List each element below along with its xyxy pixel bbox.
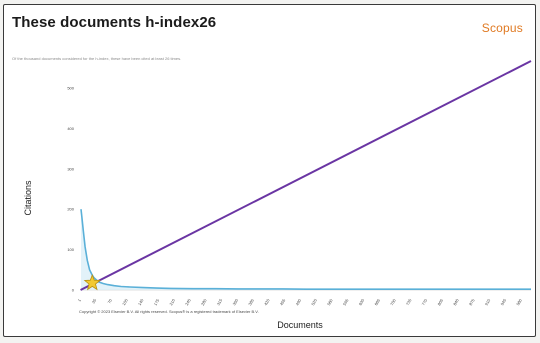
x-tick-label: 735: [405, 297, 413, 306]
x-tick-label: 805: [436, 297, 444, 306]
x-tick-label: 385: [247, 297, 255, 306]
x-tick-label: 945: [499, 297, 507, 306]
x-tick-label: 1: [76, 297, 82, 302]
citations-series-line: [80, 209, 531, 290]
x-tick-label: 630: [358, 297, 366, 306]
x-tick-label: 280: [200, 297, 208, 306]
x-tick-label: 210: [168, 297, 176, 306]
y-tick-label: 300: [67, 166, 74, 171]
page-title: These documents h-index26: [12, 14, 217, 31]
x-tick-label: 140: [137, 297, 145, 306]
x-tick-label: 175: [153, 297, 161, 306]
x-tick-label: 420: [263, 297, 271, 306]
x-tick-label: 910: [484, 297, 492, 306]
x-axis-label: Documents: [277, 320, 323, 330]
x-tick-label: 350: [231, 297, 239, 306]
h-index-star-marker: [83, 273, 101, 291]
x-tick-label: 980: [515, 297, 523, 306]
x-tick-label: 770: [421, 297, 429, 306]
x-tick-label: 560: [326, 297, 334, 306]
x-tick-label: 525: [310, 297, 318, 306]
x-tick-label: 455: [279, 297, 287, 306]
chart-subtitle: Of the thousand documents considered for…: [12, 56, 182, 61]
citations-area: [81, 209, 531, 290]
y-tick-label: 500: [67, 85, 74, 90]
y-tick-label: 100: [67, 247, 74, 252]
x-tick-label: 35: [91, 297, 98, 304]
h-index-chart: 0 100 200 300 400 500 1 35 70 105 140 175 210 245 280 3…: [23, 60, 532, 330]
x-tick-label: 840: [452, 297, 460, 306]
x-tick-label: 105: [121, 297, 129, 306]
x-tick-label: 875: [468, 297, 476, 306]
x-tick-label: 245: [184, 297, 192, 306]
x-tick-label: 315: [216, 297, 224, 306]
y-tick-label: 0: [72, 288, 75, 293]
report-panel: These documents h-index26 Scopus Of the …: [3, 4, 536, 337]
x-tick-label: 595: [342, 297, 350, 306]
brand-logo[interactable]: Scopus: [481, 21, 523, 35]
copyright-footer: Copyright © 2023 Elsevier B.V. All right…: [79, 309, 259, 314]
x-tick-label: 490: [294, 297, 302, 306]
y-tick-label: 400: [67, 126, 74, 131]
y-tick-label: 200: [67, 207, 74, 212]
h-index-line: [80, 60, 532, 291]
x-tick-label: 700: [389, 297, 397, 306]
x-tick-label: 70: [106, 297, 113, 304]
y-axis-label: Citations: [23, 180, 33, 216]
x-tick-label: 665: [373, 297, 381, 306]
